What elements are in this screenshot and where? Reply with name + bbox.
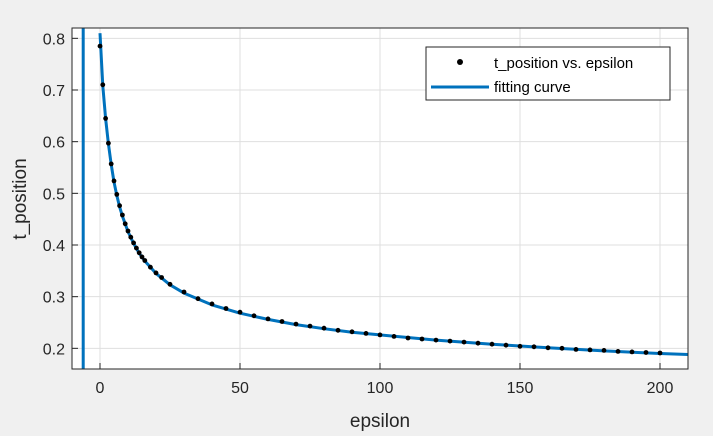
x-tick-label: 200	[647, 380, 674, 397]
x-tick-label: 50	[231, 380, 249, 397]
y-tick-label: 0.7	[43, 83, 65, 100]
data-point	[159, 275, 165, 280]
data-point	[120, 212, 125, 218]
data-point	[148, 264, 153, 270]
legend-label-curve: fitting curve	[494, 79, 571, 96]
y-tick-label: 0.8	[43, 31, 65, 48]
legend-box	[425, 46, 671, 101]
data-point	[657, 350, 663, 356]
data-point	[131, 240, 137, 246]
data-point	[391, 334, 397, 339]
data-point	[293, 321, 299, 327]
y-tick-label: 0.5	[43, 186, 65, 203]
data-point	[475, 340, 481, 346]
data-point	[517, 343, 523, 349]
plot-area	[81, 28, 688, 369]
x-tick-label: 150	[507, 380, 534, 397]
data-point	[405, 335, 411, 341]
data-point	[377, 332, 383, 338]
data-point	[461, 339, 467, 345]
data-point	[321, 325, 327, 331]
x-axis: 0 50 100 150 200	[96, 363, 674, 397]
legend-label-markers: t_position vs. epsilon	[494, 55, 633, 72]
x-tick-label: 100	[367, 380, 394, 397]
data-point	[629, 349, 635, 355]
data-point	[106, 140, 111, 146]
data-point	[433, 337, 439, 343]
data-point	[363, 331, 369, 336]
x-tick-label: 0	[96, 380, 105, 397]
y-axis: 0.2 0.3 0.4 0.5 0.6 0.7 0.8	[43, 31, 78, 358]
data-point	[122, 221, 128, 227]
data-point	[601, 348, 607, 353]
x-axis-label: epsilon	[350, 411, 410, 432]
legend: t_position vs. epsilon fitting curve	[425, 46, 671, 101]
data-point	[117, 203, 122, 209]
data-point	[134, 245, 139, 251]
data-point	[573, 347, 579, 352]
data-point	[142, 258, 148, 263]
y-tick-label: 0.3	[43, 290, 65, 307]
data-point	[209, 301, 215, 307]
data-point	[643, 350, 649, 355]
data-point	[100, 82, 106, 88]
data-point	[125, 228, 131, 234]
data-point	[531, 344, 537, 350]
y-tick-label: 0.2	[43, 341, 65, 358]
y-axis-label: t_position	[10, 158, 31, 239]
data-point	[128, 234, 134, 240]
data-point	[167, 281, 173, 287]
data-point	[97, 43, 103, 49]
data-point	[615, 349, 621, 354]
data-point	[223, 306, 229, 311]
data-point	[503, 342, 509, 348]
data-point	[108, 161, 114, 167]
data-point	[587, 347, 593, 353]
data-point	[136, 250, 142, 256]
data-point	[153, 270, 159, 276]
data-point	[489, 341, 495, 347]
data-markers-series	[97, 43, 663, 356]
data-point	[265, 316, 271, 322]
data-point	[181, 289, 187, 295]
data-point	[195, 296, 201, 302]
legend-marker-icon	[457, 59, 463, 65]
data-point	[251, 313, 257, 319]
data-point	[419, 336, 425, 342]
data-point	[349, 329, 355, 335]
data-point	[447, 338, 453, 344]
data-point	[335, 327, 341, 333]
data-point	[307, 323, 313, 329]
data-point	[545, 345, 551, 351]
data-point	[139, 254, 145, 260]
data-point	[237, 309, 243, 315]
data-point	[111, 178, 117, 184]
data-point	[559, 345, 565, 351]
y-tick-label: 0.6	[43, 135, 65, 152]
y-tick-label: 0.4	[43, 238, 65, 255]
data-point	[114, 192, 120, 197]
data-point	[279, 319, 285, 324]
data-point	[103, 116, 108, 121]
